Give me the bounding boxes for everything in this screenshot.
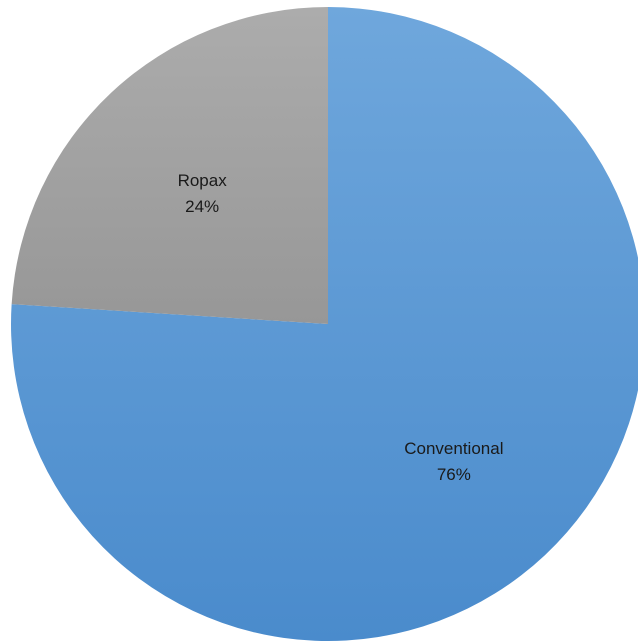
slice-label-conventional: Conventional bbox=[404, 439, 503, 458]
slice-label-ropax: Ropax bbox=[178, 171, 228, 190]
pie-slice-ropax bbox=[11, 7, 329, 324]
pie-labels: Conventional 76% Ropax 24% bbox=[178, 171, 504, 484]
pie-slice-conventional bbox=[11, 7, 638, 641]
pie-slices bbox=[11, 7, 638, 641]
slice-percent-ropax: 24% bbox=[185, 197, 219, 216]
slice-percent-conventional: 76% bbox=[437, 465, 471, 484]
